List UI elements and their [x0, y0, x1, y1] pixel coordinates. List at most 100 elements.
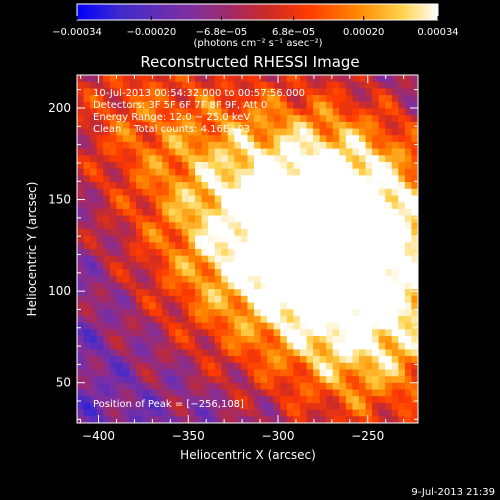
heat-cell	[293, 148, 301, 156]
heat-cell	[162, 95, 170, 103]
heat-cell	[372, 275, 380, 284]
heat-cell	[365, 202, 373, 210]
heat-cell	[136, 376, 144, 384]
heat-cell	[385, 135, 393, 143]
heat-cell	[208, 262, 216, 270]
heat-cell	[188, 402, 196, 411]
heat-cell	[234, 162, 242, 170]
heat-cell	[280, 242, 288, 250]
heat-cell	[391, 302, 399, 310]
heat-cell	[313, 121, 321, 130]
heat-cell	[221, 255, 229, 263]
heat-cell	[129, 302, 137, 310]
heat-cell	[129, 362, 137, 371]
heat-cell	[352, 95, 360, 103]
heat-cell	[398, 135, 406, 143]
heat-cell	[404, 202, 413, 210]
heat-cell	[313, 302, 321, 310]
heat-cell	[352, 188, 360, 197]
heat-cell	[378, 115, 386, 123]
heat-cell	[286, 269, 295, 277]
heat-cell	[155, 322, 163, 330]
heat-cell	[214, 182, 222, 190]
heat-cell	[385, 202, 393, 210]
heat-cell	[332, 188, 340, 197]
heat-cell	[411, 242, 418, 250]
y-tick-label: 200	[48, 101, 71, 115]
heat-cell	[365, 362, 373, 371]
heat-cell	[103, 108, 111, 116]
heat-cell	[181, 396, 190, 404]
heat-cell	[365, 309, 373, 317]
heat-cell	[234, 255, 242, 263]
heat-cell	[77, 329, 85, 337]
heat-cell	[280, 115, 288, 123]
heat-cell	[267, 235, 275, 243]
heat-cell	[365, 188, 373, 197]
heat-cell	[168, 195, 176, 203]
heat-cell	[227, 342, 235, 350]
heat-cell	[319, 269, 327, 277]
heat-cell	[326, 175, 334, 183]
heat-cell	[116, 289, 124, 297]
heat-cell	[116, 95, 124, 103]
heat-cell	[122, 255, 131, 263]
heat-cell	[372, 389, 380, 397]
heat-cell	[201, 235, 209, 243]
heat-cell	[254, 329, 262, 337]
heat-cell	[208, 376, 216, 384]
heat-cell	[90, 208, 98, 217]
heat-cell	[293, 182, 301, 190]
heat-cell	[372, 235, 380, 243]
heat-cell	[306, 101, 314, 110]
heat-cell	[214, 336, 222, 344]
heat-cell	[293, 121, 301, 130]
heat-cell	[162, 101, 170, 110]
heat-cell	[201, 315, 209, 324]
heat-cell	[391, 329, 399, 337]
heat-cell	[122, 315, 131, 324]
heat-cell	[385, 336, 393, 344]
heat-cell	[103, 302, 111, 310]
heat-cell	[208, 208, 216, 217]
heat-cell	[227, 396, 235, 404]
heat-cell	[90, 269, 98, 277]
heat-cell	[326, 315, 334, 324]
heat-cell	[103, 215, 111, 223]
heat-cell	[77, 141, 85, 150]
heat-cell	[254, 376, 262, 384]
heat-cell	[398, 75, 406, 83]
heat-cell	[227, 115, 235, 123]
heat-cell	[214, 309, 222, 317]
heat-cell	[221, 349, 229, 357]
heat-cell	[201, 162, 209, 170]
heat-cell	[221, 88, 229, 96]
heat-cell	[109, 148, 117, 156]
heat-cell	[391, 115, 399, 123]
heat-cell	[136, 329, 144, 337]
heat-cell	[96, 376, 104, 384]
heat-cell	[411, 182, 418, 190]
heat-cell	[103, 168, 111, 176]
heat-cell	[234, 141, 242, 150]
heat-cell	[398, 215, 406, 223]
heat-cell	[96, 322, 104, 330]
heat-cell	[306, 275, 314, 284]
heat-cell	[109, 362, 117, 371]
heat-cell	[260, 342, 268, 350]
heat-cell	[313, 222, 321, 230]
heat-cell	[378, 162, 386, 170]
heat-cell	[109, 162, 117, 170]
heat-cell	[77, 402, 85, 411]
heat-cell	[175, 249, 183, 257]
heat-cell	[195, 208, 203, 217]
heat-cell	[273, 289, 281, 297]
heat-cell	[345, 121, 354, 130]
heat-cell	[109, 175, 117, 183]
heat-cell	[240, 182, 249, 190]
heat-cell	[142, 222, 150, 230]
heat-cell	[221, 262, 229, 270]
heat-cell	[155, 242, 163, 250]
heat-cell	[149, 242, 157, 250]
heat-cell	[306, 81, 314, 89]
